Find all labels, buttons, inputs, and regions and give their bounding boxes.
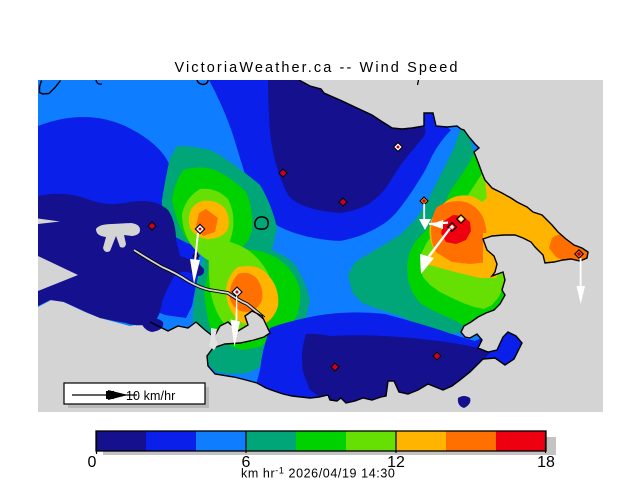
svg-text:0: 0 bbox=[88, 454, 97, 471]
svg-text:10 km/hr: 10 km/hr bbox=[126, 389, 175, 403]
svg-text:12: 12 bbox=[387, 454, 405, 471]
svg-text:18: 18 bbox=[537, 454, 555, 471]
svg-text:VictoriaWeather.ca -- Wind Spe: VictoriaWeather.ca -- Wind Speed bbox=[174, 60, 459, 76]
svg-text:6: 6 bbox=[242, 454, 251, 471]
svg-text:km hr-1 2026/04/19 14:30: km hr-1 2026/04/19 14:30 bbox=[241, 466, 395, 480]
